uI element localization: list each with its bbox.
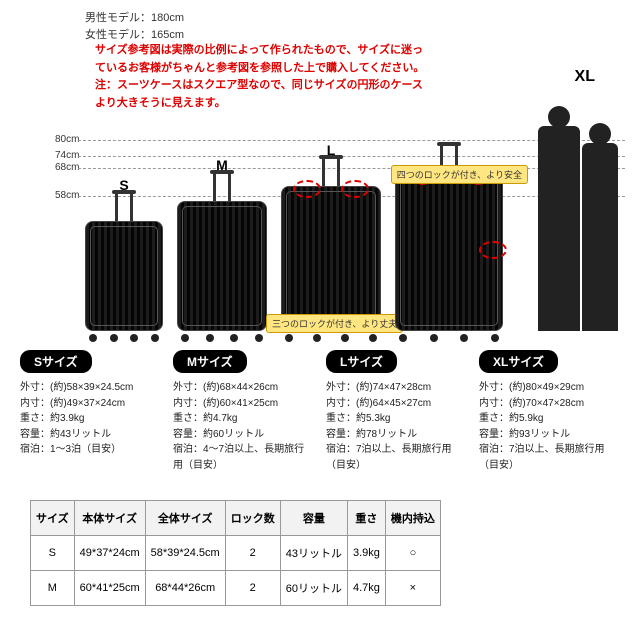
human-silhouettes	[533, 121, 628, 331]
spec-weight: 重さ：約3.9kg	[20, 411, 161, 427]
spec-inner: 内寸：(約)60×41×25cm	[173, 396, 314, 412]
spec-stay: 宿泊：1～3泊（目安）	[20, 442, 161, 458]
height-mark-68: 68cm	[55, 162, 79, 173]
spec-stay: 宿泊：4～7泊以上、長期旅行用（目安）	[173, 442, 314, 473]
spec-col-s: Sサイズ 外寸：(約)58×39×24.5cm 内寸：(約)49×37×24cm…	[14, 350, 167, 473]
male-silhouette	[538, 126, 580, 331]
spec-col-m: Mサイズ 外寸：(約)68×44×26cm 内寸：(約)60×41×25cm 重…	[167, 350, 320, 473]
th-locks: ロック数	[225, 501, 280, 536]
th-overall: 全体サイズ	[145, 501, 225, 536]
lock-ring-icon	[479, 241, 507, 259]
height-mark-58: 58cm	[55, 190, 79, 201]
wheels-icon	[281, 334, 381, 342]
wheels-icon	[177, 334, 267, 342]
spec-inner: 内寸：(約)70×47×28cm	[479, 396, 620, 412]
spec-outer: 外寸：(約)74×47×28cm	[326, 380, 467, 396]
callout-l: 三つのロックが付き、より丈夫	[266, 314, 403, 333]
lock-ring-icon	[293, 180, 321, 198]
notice-text: サイズ参考図は実際の比例によって作られたもので、サイズに迷っ ているお客様がちゃ…	[95, 42, 500, 112]
wheels-icon	[85, 334, 163, 342]
wheels-icon	[395, 334, 503, 342]
spec-cap: 容量：約78リットル	[326, 427, 467, 443]
female-model-label: 女性モデル：165cm	[85, 27, 184, 44]
th-body: 本体サイズ	[74, 501, 145, 536]
size-table: サイズ 本体サイズ 全体サイズ ロック数 容量 重さ 機内持込 S 49*37*…	[30, 500, 441, 606]
height-mark-74: 74cm	[55, 150, 79, 161]
suitcase-l: L 三つのロックが付き、より丈夫	[281, 186, 381, 331]
spec-outer: 外寸：(約)68×44×26cm	[173, 380, 314, 396]
spec-stay: 宿泊：7泊以上、長期旅行用（目安）	[479, 442, 620, 473]
suitcase-row: S M L 三つのロックが付き、より丈夫 四つのロック	[85, 173, 503, 331]
th-carryon: 機内持込	[385, 501, 440, 536]
female-silhouette	[582, 143, 618, 331]
spec-weight: 重さ：約4.7kg	[173, 411, 314, 427]
table-header-row: サイズ 本体サイズ 全体サイズ ロック数 容量 重さ 機内持込	[31, 501, 441, 536]
suitcase-xl: 四つのロックが付き、より安全	[395, 173, 503, 331]
spec-weight: 重さ：約5.9kg	[479, 411, 620, 427]
case-body	[85, 221, 163, 331]
th-cap: 容量	[280, 501, 347, 536]
spec-head-l: Lサイズ	[326, 350, 397, 373]
comparison-stage: 80cm 74cm 68cm 58cm S M L	[0, 110, 640, 335]
size-tag-xl: XL	[575, 68, 595, 86]
lock-ring-icon	[341, 180, 369, 198]
case-body	[177, 201, 267, 331]
suitcase-s: S	[85, 221, 163, 331]
suitcase-m: M	[177, 201, 267, 331]
spec-stay: 宿泊：7泊以上、長期旅行用（目安）	[326, 442, 467, 473]
case-body	[281, 186, 381, 331]
spec-cap: 容量：約60リットル	[173, 427, 314, 443]
spec-head-xl: XLサイズ	[479, 350, 558, 373]
spec-inner: 内寸：(約)64×45×27cm	[326, 396, 467, 412]
spec-cap: 容量：約43リットル	[20, 427, 161, 443]
spec-outer: 外寸：(約)80×49×29cm	[479, 380, 620, 396]
table-row: M 60*41*25cm 68*44*26cm 2 60リットル 4.7kg ×	[31, 571, 441, 606]
spec-col-l: Lサイズ 外寸：(約)74×47×28cm 内寸：(約)64×45×27cm 重…	[320, 350, 473, 473]
handle-icon	[112, 193, 136, 221]
callout-xl: 四つのロックが付き、より安全	[391, 165, 528, 184]
handle-icon	[210, 173, 234, 201]
table-row: S 49*37*24cm 58*39*24.5cm 2 43リットル 3.9kg…	[31, 536, 441, 571]
handle-icon	[319, 158, 343, 186]
model-heights: 男性モデル：180cm 女性モデル：165cm	[85, 10, 184, 43]
spec-col-xl: XLサイズ 外寸：(約)80×49×29cm 内寸：(約)70×47×28cm …	[473, 350, 626, 473]
th-weight: 重さ	[347, 501, 385, 536]
spec-head-m: Mサイズ	[173, 350, 247, 373]
height-mark-80: 80cm	[55, 134, 79, 145]
spec-inner: 内寸：(約)49×37×24cm	[20, 396, 161, 412]
spec-cap: 容量：約93リットル	[479, 427, 620, 443]
spec-columns: Sサイズ 外寸：(約)58×39×24.5cm 内寸：(約)49×37×24cm…	[0, 350, 640, 473]
spec-head-s: Sサイズ	[20, 350, 92, 373]
spec-weight: 重さ：約5.3kg	[326, 411, 467, 427]
spec-outer: 外寸：(約)58×39×24.5cm	[20, 380, 161, 396]
th-size: サイズ	[31, 501, 75, 536]
male-model-label: 男性モデル：180cm	[85, 10, 184, 27]
